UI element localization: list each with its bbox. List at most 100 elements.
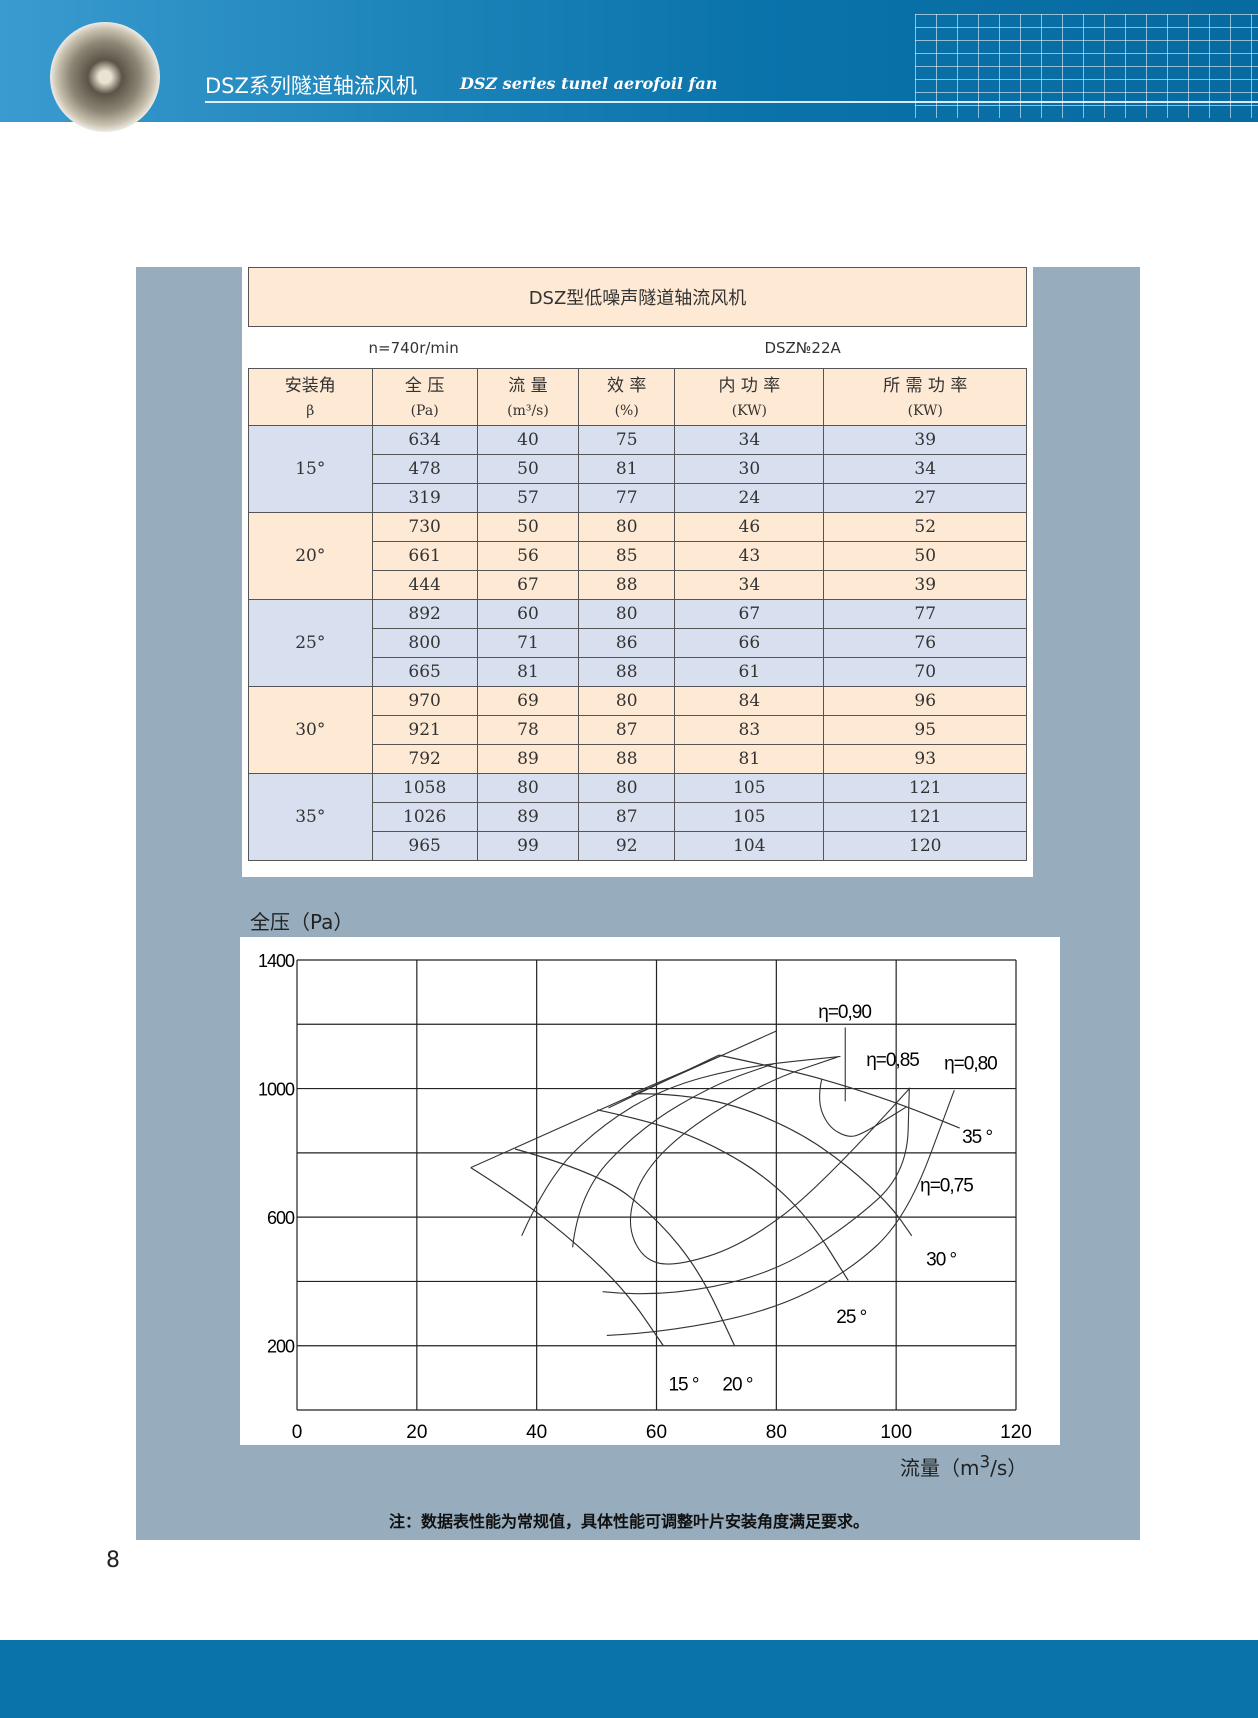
column-unit: (KW): [823, 397, 1027, 426]
boundary-line: [470, 1030, 777, 1169]
table-row: 20° 730 50 80 46 52: [248, 512, 1027, 600]
table-cell: 46: [674, 512, 825, 542]
table-cell: 478: [371, 454, 478, 484]
table-cell: 921: [371, 715, 478, 745]
page-header-banner: DSZ系列隧道轴流风机 DSZ series tunel aerofoil fa…: [0, 0, 1258, 132]
table-cell: 80: [578, 599, 676, 629]
angle-cell: 15°: [248, 425, 373, 513]
column-header: 效 率: [578, 368, 676, 397]
table-cell: 39: [823, 570, 1027, 600]
table-cell: 89: [476, 802, 580, 832]
table-cell: 50: [476, 512, 580, 542]
table-cell: 50: [823, 541, 1027, 571]
table-cell: 60: [476, 599, 580, 629]
column-unit: (m³/s): [476, 397, 580, 426]
table-cell: 104: [674, 831, 825, 861]
table-cell: 80: [578, 773, 676, 803]
efficiency-curve: [606, 1089, 955, 1336]
column-header: 所 需 功 率: [823, 368, 1027, 397]
table-cell: 84: [674, 686, 825, 716]
table-cell: 57: [476, 483, 580, 513]
table-row: 15° 634 40 75 34 39: [248, 425, 1027, 513]
table-cell: 634: [371, 425, 478, 455]
footnote: 注：数据表性能为常规值，具体性能可调整叶片安装角度满足要求。: [388, 1512, 869, 1531]
x-axis-label: 流量（m3/s）: [900, 1452, 1028, 1480]
x-tick-label: 100: [880, 1422, 912, 1443]
table-cell: 70: [823, 657, 1027, 687]
table-row: 1026 89 87 105 121: [248, 802, 1027, 832]
table-cell: 800: [371, 628, 478, 658]
efficiency-curve: [572, 1062, 775, 1248]
y-axis-label: 全压（Pa）: [250, 910, 354, 934]
table-cell: 67: [674, 599, 825, 629]
table-row: 965 99 92 104 120: [248, 831, 1027, 861]
table-row: 444 67 88 34 39: [248, 570, 1027, 600]
table-cell: 77: [823, 599, 1027, 629]
table-cell: 27: [823, 483, 1027, 513]
table-cell: 80: [578, 686, 676, 716]
table-title: DSZ型低噪声隧道轴流风机: [248, 267, 1027, 327]
x-tick-label: 120: [1000, 1422, 1032, 1443]
table-cell: 43: [674, 541, 825, 571]
fan-product-image: [50, 22, 160, 132]
table-cell: 83: [674, 715, 825, 745]
angle-cell: 35°: [248, 773, 373, 861]
angle-curve: [597, 1109, 849, 1281]
curve-annotation: 35 °: [962, 1127, 992, 1148]
table-row: 30° 970 69 80 84 96: [248, 686, 1027, 774]
angle-cell: 25°: [248, 599, 373, 687]
column-unit: (KW): [674, 397, 825, 426]
grid-decoration: [915, 14, 1258, 118]
table-cell: 30: [674, 454, 825, 484]
y-tick-label: 200: [267, 1337, 295, 1357]
column-header-row: 安装角全 压流 量效 率内 功 率所 需 功 率: [248, 368, 1027, 397]
performance-table: DSZ型低噪声隧道轴流风机 n=740r/min DSZ№22A 安装角全 压流 量效…: [248, 267, 1027, 861]
table-row: 921 78 87 83 95: [248, 715, 1027, 745]
table-row: 792 89 88 81 93: [248, 744, 1027, 774]
table-row: 478 50 81 30 34: [248, 454, 1027, 484]
curve-annotation: η=0,75: [920, 1175, 973, 1196]
table-row: 25° 892 60 80 67 77: [248, 599, 1027, 687]
column-header: 全 压: [371, 368, 478, 397]
table-cell: 34: [674, 425, 825, 455]
table-cell: 96: [823, 686, 1027, 716]
table-cell: 71: [476, 628, 580, 658]
table-cell: 87: [578, 802, 676, 832]
table-cell: 89: [476, 744, 580, 774]
header-title-en: DSZ series tunel aerofoil fan: [460, 74, 718, 93]
table-cell: 88: [578, 570, 676, 600]
efficiency-curve: [521, 1055, 841, 1237]
column-header: 内 功 率: [674, 368, 825, 397]
column-unit: (Pa): [371, 397, 478, 426]
table-cell: 80: [476, 773, 580, 803]
table-cell: 88: [578, 657, 676, 687]
angle-cell: 30°: [248, 686, 373, 774]
column-unit: β: [248, 397, 373, 426]
table-cell: 76: [823, 628, 1027, 658]
table-cell: 88: [578, 744, 676, 774]
table-cell: 67: [476, 570, 580, 600]
performance-chart: 0 20 40 60 80 100 120 1400 1000 600 200 η=0,90 η=0,8…: [240, 937, 1060, 1445]
table-cell: 86: [578, 628, 676, 658]
model-label: DSZ№22A: [578, 326, 1027, 369]
table-cell: 77: [578, 483, 676, 513]
column-header: 安装角: [248, 368, 373, 397]
table-cell: 61: [674, 657, 825, 687]
curve-annotation: η=0,85: [866, 1050, 919, 1071]
column-unit: (%): [578, 397, 676, 426]
table-cell: 965: [371, 831, 478, 861]
efficiency-curve: [629, 1056, 910, 1265]
table-cell: 80: [578, 512, 676, 542]
table-cell: 105: [674, 802, 825, 832]
table-row: 661 56 85 43 50: [248, 541, 1027, 571]
table-cell: 87: [578, 715, 676, 745]
table-cell: 121: [823, 773, 1027, 803]
y-tick-label: 1400: [258, 951, 295, 971]
table-row: 800 71 86 66 76: [248, 628, 1027, 658]
table-cell: 85: [578, 541, 676, 571]
table-cell: 78: [476, 715, 580, 745]
table-cell: 105: [674, 773, 825, 803]
chart-svg: 0 20 40 60 80 100 120 1400 1000 600 200 η=0,90 η=0,8…: [258, 951, 1032, 1443]
table-cell: 1026: [371, 802, 478, 832]
curve-annotation: η=0,80: [944, 1053, 997, 1074]
